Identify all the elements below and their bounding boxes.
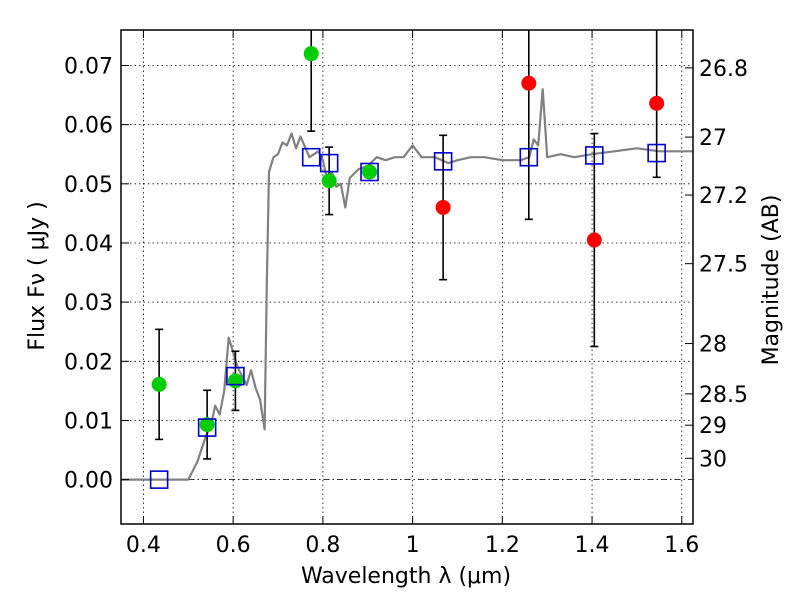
x-tick-label: 0.8 [305,533,340,558]
x-tick-label: 0.4 [126,533,161,558]
flux-point [521,75,537,91]
y-tick-label: 0.05 [64,173,113,198]
plot-frame [120,29,694,525]
model-square [149,470,169,489]
y-tick-label: 0.03 [64,291,113,316]
model-square [519,147,539,167]
flux-point [586,232,602,248]
axis-ticks: 0.4 0.6 0.8 1 1.2 1.4 1.6 0.00 0.01 0.02 0.03 0.04 0… [64,30,748,558]
spectrum-line [121,88,693,481]
y2-tick-label: 27.5 [699,253,748,278]
model-square [585,146,604,165]
y-tick-label: 0.04 [64,232,113,257]
flux-point [151,376,167,392]
y2-tick-label: 29 [699,414,727,439]
y2-tick-label: 27.2 [699,184,748,209]
model-square [319,153,339,173]
x-tick-label: 0.6 [216,533,251,558]
y2-tick-label: 27 [699,126,727,151]
x-tick-label: 1.2 [485,533,520,558]
flux-point [227,373,243,389]
x-tick-label: 1.6 [664,533,699,558]
flux-point [321,173,337,189]
y-tick-label: 0.06 [64,114,113,139]
flux-point [649,95,665,111]
x-axis-label: Wavelength λ (μm) [301,564,511,589]
y-tick-label: 0.01 [64,409,113,434]
clipped-series [121,30,693,489]
flux-point [362,164,378,180]
flux-point [435,199,451,215]
y2-tick-label: 28 [699,333,727,358]
model-square [301,147,321,167]
y-tick-label: 0.07 [64,54,113,79]
flux-point [303,46,319,62]
model-square [433,152,453,171]
y2-tick-label: 30 [699,447,727,472]
y2-tick-label: 28.5 [699,383,748,408]
y2-tick-label: 26.8 [699,57,748,82]
y-axis-label: Flux Fν ( μJy ) [25,201,50,350]
model-square [647,143,666,163]
model-square [360,162,379,182]
gridlines [121,30,693,524]
model-square [226,366,245,386]
model-square [197,418,217,437]
y2-axis-label: Magnitude (AB) [759,195,784,366]
y-tick-label: 0.02 [64,350,113,375]
chart-series [121,30,693,489]
x-tick-label: 1.4 [575,533,610,558]
flux-point [199,417,215,433]
x-tick-label: 1 [406,533,420,558]
y-tick-label: 0.00 [64,469,113,494]
